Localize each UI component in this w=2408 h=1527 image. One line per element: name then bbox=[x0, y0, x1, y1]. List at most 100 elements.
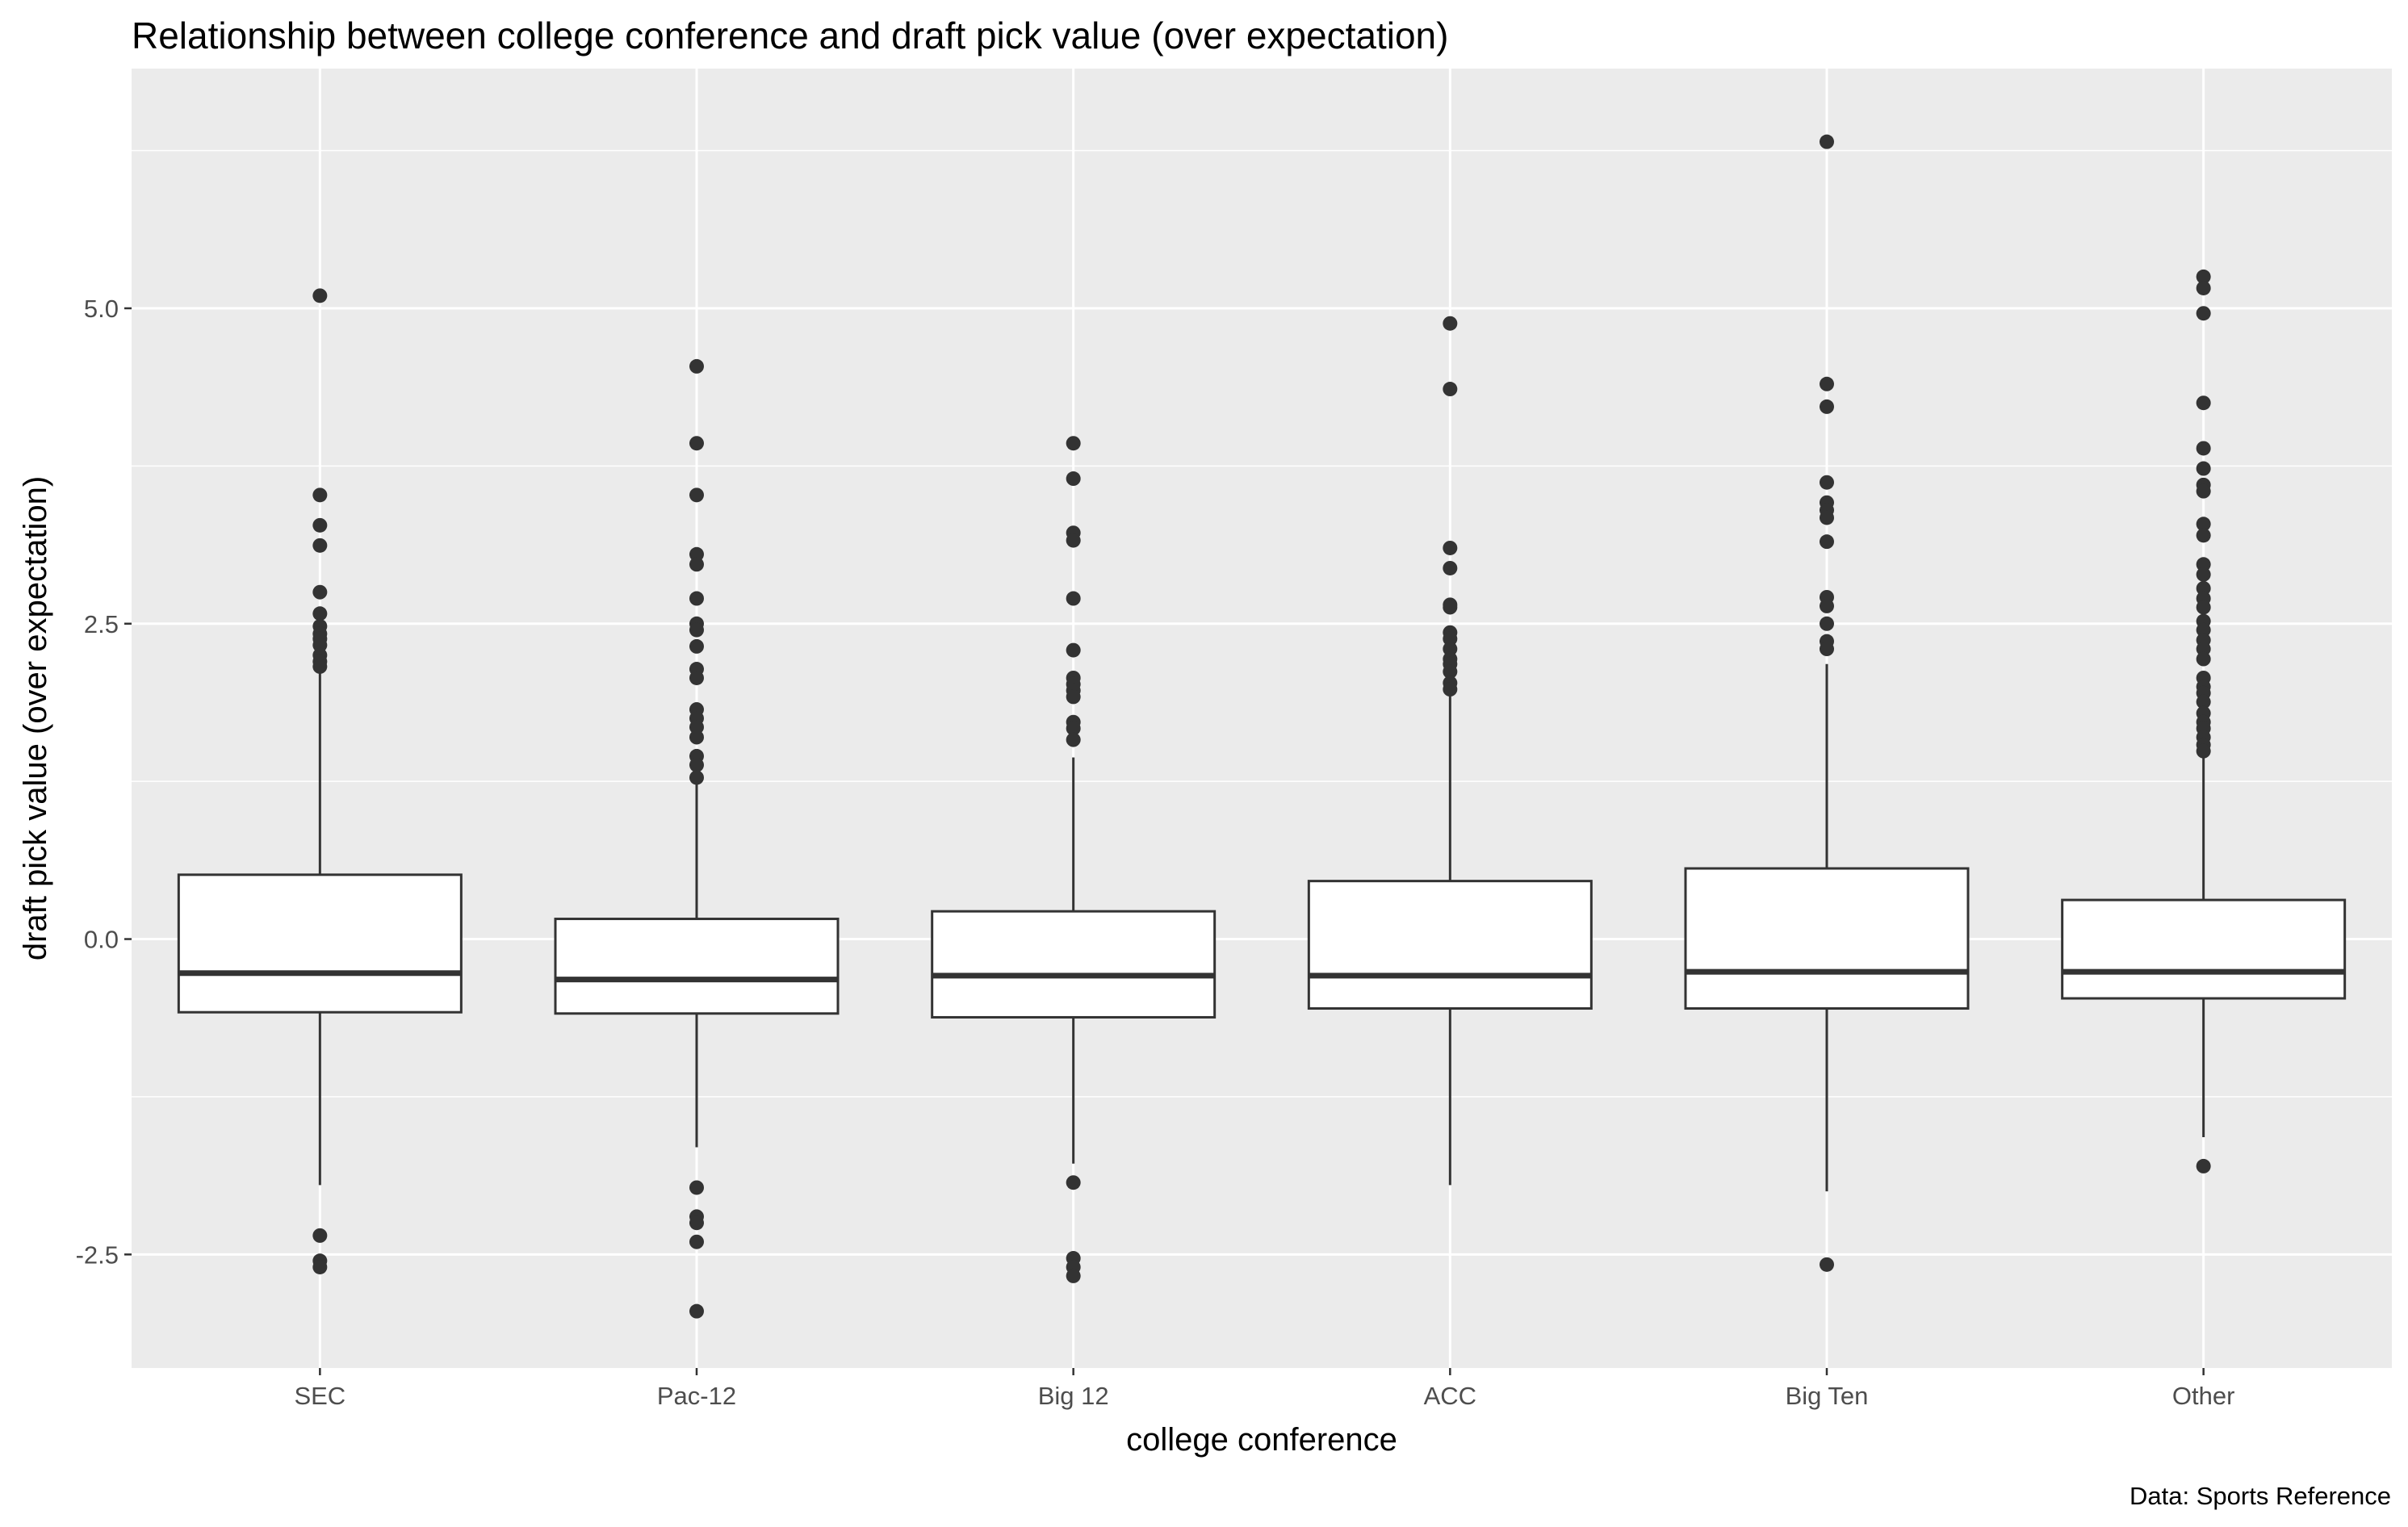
box bbox=[554, 918, 840, 1015]
outlier-point bbox=[1820, 642, 1834, 657]
outlier-point bbox=[1066, 591, 1081, 606]
x-axis: SEC Pac-12 Big 12 ACC Big Ten Other bbox=[294, 1368, 2234, 1410]
box-group bbox=[1684, 134, 1970, 1272]
x-tick-label: Big Ten bbox=[1786, 1382, 1869, 1410]
outlier-point bbox=[2196, 483, 2211, 499]
outlier-point bbox=[689, 487, 704, 503]
outlier-point bbox=[1820, 510, 1834, 525]
outlier-point bbox=[1820, 616, 1834, 631]
outlier-point bbox=[1443, 600, 1458, 615]
y-tick-label: 2.5 bbox=[84, 610, 119, 638]
x-tick-label: Other bbox=[2172, 1382, 2235, 1410]
outlier-point bbox=[689, 1215, 704, 1231]
outlier-point bbox=[2196, 622, 2211, 638]
outlier-point bbox=[1820, 598, 1834, 613]
outlier-point bbox=[1820, 534, 1834, 550]
outlier-point bbox=[1443, 316, 1458, 331]
outlier-point bbox=[2196, 528, 2211, 543]
outlier-point bbox=[1066, 436, 1081, 451]
outlier-point bbox=[312, 1259, 328, 1274]
outlier-point bbox=[2196, 280, 2211, 295]
outlier-point bbox=[312, 538, 328, 553]
box bbox=[931, 910, 1217, 1019]
outlier-point bbox=[689, 546, 704, 562]
outlier-point bbox=[689, 719, 704, 734]
outlier-point bbox=[1820, 475, 1834, 490]
outlier-point bbox=[2196, 557, 2211, 572]
x-tick-label: Big 12 bbox=[1038, 1382, 1109, 1410]
outlier-point bbox=[689, 591, 704, 606]
box-group bbox=[931, 436, 1217, 1283]
outlier-point bbox=[312, 517, 328, 533]
outlier-point bbox=[312, 288, 328, 303]
box-group bbox=[177, 288, 463, 1274]
outlier-point bbox=[1820, 399, 1834, 414]
outlier-point bbox=[2196, 581, 2211, 596]
outlier-point bbox=[689, 770, 704, 785]
outlier-point bbox=[1443, 540, 1458, 555]
x-axis-title: college conference bbox=[1126, 1422, 1397, 1458]
outlier-point bbox=[689, 1234, 704, 1249]
x-tick-label: ACC bbox=[1424, 1382, 1476, 1410]
outlier-point bbox=[689, 1303, 704, 1319]
outlier-point bbox=[2196, 1158, 2211, 1173]
y-tick-label: -2.5 bbox=[76, 1240, 119, 1269]
outlier-point bbox=[2196, 642, 2211, 657]
outlier-point bbox=[2196, 651, 2211, 667]
outlier-point bbox=[1066, 471, 1081, 487]
outlier-point bbox=[689, 622, 704, 638]
outlier-point bbox=[689, 670, 704, 685]
outlier-point bbox=[2196, 743, 2211, 759]
y-axis: -2.5 0.0 2.5 5.0 bbox=[76, 295, 132, 1269]
outlier-point bbox=[312, 487, 328, 503]
outlier-point bbox=[1820, 1257, 1834, 1272]
outlier-point bbox=[1066, 642, 1081, 658]
outlier-point bbox=[2196, 269, 2211, 284]
outlier-point bbox=[2196, 567, 2211, 582]
chart-caption: Data: Sports Reference bbox=[2130, 1482, 2391, 1510]
outlier-point bbox=[1443, 664, 1458, 680]
outlier-point bbox=[2196, 461, 2211, 476]
outlier-point bbox=[1820, 376, 1834, 391]
x-tick-label: Pac-12 bbox=[657, 1382, 736, 1410]
outlier-point bbox=[2196, 395, 2211, 411]
outlier-point bbox=[689, 730, 704, 745]
y-tick-label: 5.0 bbox=[84, 295, 119, 323]
plot-panel bbox=[132, 69, 2392, 1368]
outlier-point bbox=[1443, 631, 1458, 646]
outlier-point bbox=[1066, 1268, 1081, 1283]
box bbox=[1307, 880, 1593, 1010]
outlier-point bbox=[312, 659, 328, 674]
chart-title: Relationship between college conference … bbox=[132, 15, 1448, 56]
outlier-point bbox=[312, 638, 328, 653]
outlier-point bbox=[1066, 1175, 1081, 1190]
box-group bbox=[554, 358, 840, 1319]
box bbox=[177, 873, 463, 1014]
outlier-point bbox=[1820, 134, 1834, 149]
outlier-point bbox=[1066, 533, 1081, 548]
outlier-point bbox=[1443, 642, 1458, 657]
box bbox=[1684, 867, 1970, 1010]
box-group bbox=[2061, 269, 2347, 1173]
y-axis-title: draft pick value (over expectation) bbox=[18, 476, 53, 960]
box bbox=[2061, 898, 2347, 1000]
outlier-point bbox=[312, 606, 328, 621]
outlier-point bbox=[312, 584, 328, 600]
outlier-point bbox=[1443, 682, 1458, 697]
outlier-point bbox=[1443, 382, 1458, 397]
outlier-point bbox=[689, 436, 704, 451]
outlier-point bbox=[689, 757, 704, 772]
boxes bbox=[177, 134, 2347, 1319]
outlier-point bbox=[312, 1228, 328, 1243]
box-group bbox=[1307, 316, 1593, 1186]
outlier-point bbox=[2196, 517, 2211, 532]
outlier-point bbox=[1066, 689, 1081, 705]
outlier-point bbox=[2196, 600, 2211, 615]
outlier-point bbox=[2196, 441, 2211, 456]
outlier-point bbox=[689, 1180, 704, 1195]
outlier-point bbox=[689, 557, 704, 572]
outlier-point bbox=[689, 638, 704, 654]
y-tick-label: 0.0 bbox=[84, 926, 119, 954]
